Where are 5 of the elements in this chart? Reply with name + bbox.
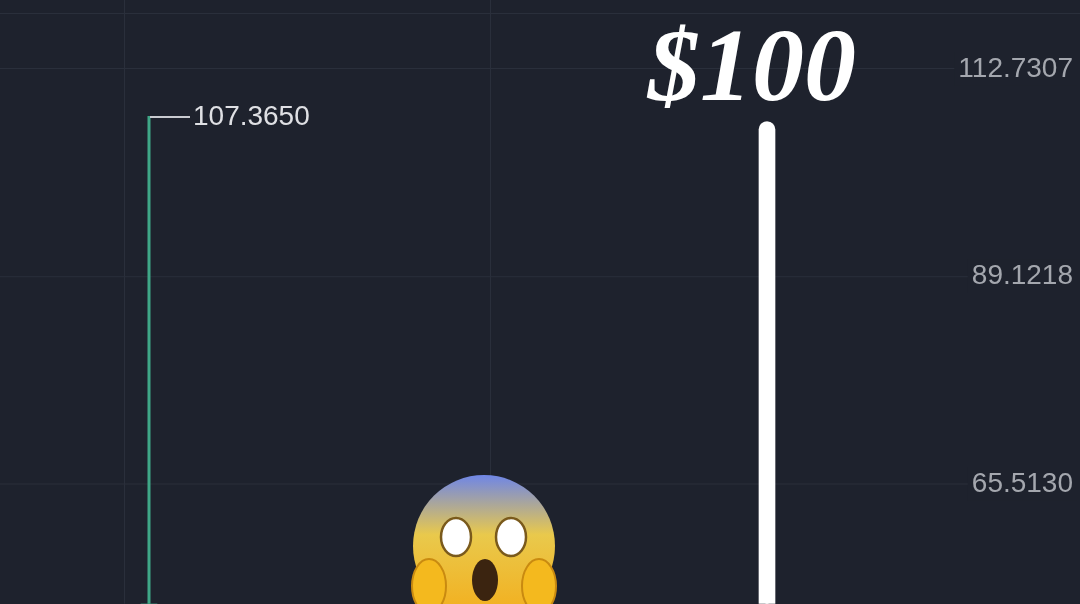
annotation: 107.3650 bbox=[193, 99, 310, 131]
y-tick-label: 112.7307 bbox=[958, 51, 1073, 83]
annotation: $100 bbox=[646, 7, 856, 124]
y-tick-label: 89.1218 bbox=[971, 259, 1073, 291]
y-tick-label: 65.5130 bbox=[971, 466, 1073, 498]
